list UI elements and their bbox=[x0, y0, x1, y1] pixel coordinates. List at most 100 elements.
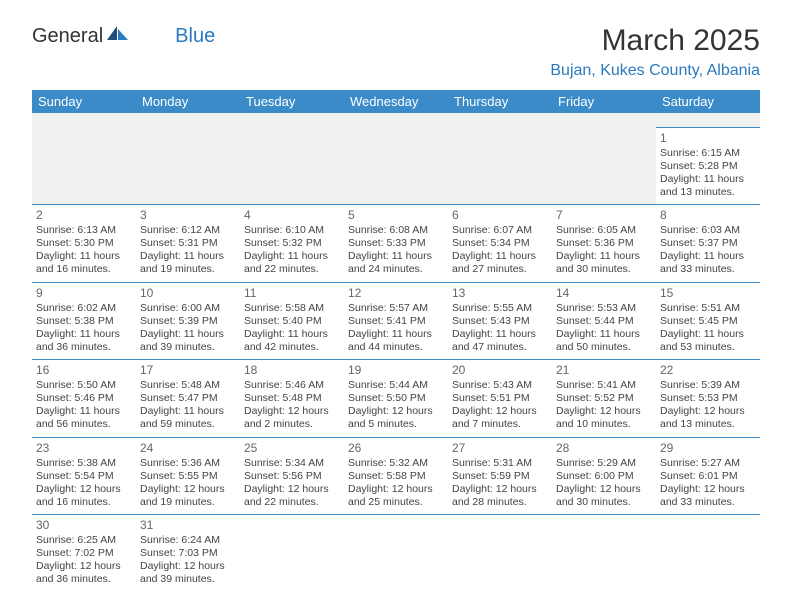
sunrise-line: Sunrise: 6:03 AM bbox=[660, 224, 756, 237]
weekday-thursday: Thursday bbox=[448, 90, 552, 113]
calendar-row: 23Sunrise: 5:38 AMSunset: 5:54 PMDayligh… bbox=[32, 437, 760, 515]
daylight-line: Daylight: 11 hours and 50 minutes. bbox=[556, 328, 652, 354]
day-number: 9 bbox=[36, 286, 132, 301]
weekday-header-row: Sunday Monday Tuesday Wednesday Thursday… bbox=[32, 90, 760, 113]
sunset-line: Sunset: 5:34 PM bbox=[452, 237, 548, 250]
sunset-line: Sunset: 5:55 PM bbox=[140, 470, 236, 483]
sunrise-line: Sunrise: 5:50 AM bbox=[36, 379, 132, 392]
spacer-row bbox=[32, 113, 760, 127]
calendar-cell: 17Sunrise: 5:48 AMSunset: 5:47 PMDayligh… bbox=[136, 360, 240, 438]
weekday-sunday: Sunday bbox=[32, 90, 136, 113]
calendar-cell: 30Sunrise: 6:25 AMSunset: 7:02 PMDayligh… bbox=[32, 515, 136, 592]
calendar-cell: 15Sunrise: 5:51 AMSunset: 5:45 PMDayligh… bbox=[656, 282, 760, 360]
calendar-cell bbox=[240, 127, 344, 205]
calendar-cell: 4Sunrise: 6:10 AMSunset: 5:32 PMDaylight… bbox=[240, 205, 344, 283]
sunrise-line: Sunrise: 6:24 AM bbox=[140, 534, 236, 547]
sunrise-line: Sunrise: 5:29 AM bbox=[556, 457, 652, 470]
daylight-line: Daylight: 11 hours and 47 minutes. bbox=[452, 328, 548, 354]
day-number: 31 bbox=[140, 518, 236, 533]
daylight-line: Daylight: 12 hours and 16 minutes. bbox=[36, 483, 132, 509]
sunset-line: Sunset: 5:41 PM bbox=[348, 315, 444, 328]
daylight-line: Daylight: 11 hours and 22 minutes. bbox=[244, 250, 340, 276]
calendar-cell: 31Sunrise: 6:24 AMSunset: 7:03 PMDayligh… bbox=[136, 515, 240, 592]
sunset-line: Sunset: 5:54 PM bbox=[36, 470, 132, 483]
sunrise-line: Sunrise: 6:15 AM bbox=[660, 147, 756, 160]
calendar-cell: 28Sunrise: 5:29 AMSunset: 6:00 PMDayligh… bbox=[552, 437, 656, 515]
calendar-cell bbox=[552, 515, 656, 592]
calendar-cell: 11Sunrise: 5:58 AMSunset: 5:40 PMDayligh… bbox=[240, 282, 344, 360]
header: General Blue March 2025 Bujan, Kukes Cou… bbox=[32, 24, 760, 80]
daylight-line: Daylight: 12 hours and 22 minutes. bbox=[244, 483, 340, 509]
daylight-line: Daylight: 11 hours and 24 minutes. bbox=[348, 250, 444, 276]
calendar-cell: 16Sunrise: 5:50 AMSunset: 5:46 PMDayligh… bbox=[32, 360, 136, 438]
daylight-line: Daylight: 11 hours and 16 minutes. bbox=[36, 250, 132, 276]
sunrise-line: Sunrise: 5:27 AM bbox=[660, 457, 756, 470]
sunset-line: Sunset: 5:40 PM bbox=[244, 315, 340, 328]
daylight-line: Daylight: 12 hours and 2 minutes. bbox=[244, 405, 340, 431]
daylight-line: Daylight: 11 hours and 30 minutes. bbox=[556, 250, 652, 276]
sunrise-line: Sunrise: 6:25 AM bbox=[36, 534, 132, 547]
sunset-line: Sunset: 5:36 PM bbox=[556, 237, 652, 250]
sunset-line: Sunset: 5:45 PM bbox=[660, 315, 756, 328]
weekday-monday: Monday bbox=[136, 90, 240, 113]
daylight-line: Daylight: 12 hours and 10 minutes. bbox=[556, 405, 652, 431]
day-number: 24 bbox=[140, 441, 236, 456]
day-number: 3 bbox=[140, 208, 236, 223]
daylight-line: Daylight: 12 hours and 25 minutes. bbox=[348, 483, 444, 509]
sunset-line: Sunset: 5:30 PM bbox=[36, 237, 132, 250]
sunset-line: Sunset: 7:02 PM bbox=[36, 547, 132, 560]
calendar-cell: 27Sunrise: 5:31 AMSunset: 5:59 PMDayligh… bbox=[448, 437, 552, 515]
calendar-cell: 2Sunrise: 6:13 AMSunset: 5:30 PMDaylight… bbox=[32, 205, 136, 283]
daylight-line: Daylight: 12 hours and 33 minutes. bbox=[660, 483, 756, 509]
sunrise-line: Sunrise: 5:39 AM bbox=[660, 379, 756, 392]
logo-text-1: General bbox=[32, 25, 103, 48]
calendar-cell: 19Sunrise: 5:44 AMSunset: 5:50 PMDayligh… bbox=[344, 360, 448, 438]
daylight-line: Daylight: 11 hours and 33 minutes. bbox=[660, 250, 756, 276]
sunrise-line: Sunrise: 6:07 AM bbox=[452, 224, 548, 237]
calendar-row: 1Sunrise: 6:15 AMSunset: 5:28 PMDaylight… bbox=[32, 127, 760, 205]
calendar-cell: 22Sunrise: 5:39 AMSunset: 5:53 PMDayligh… bbox=[656, 360, 760, 438]
calendar-cell: 25Sunrise: 5:34 AMSunset: 5:56 PMDayligh… bbox=[240, 437, 344, 515]
page-subtitle: Bujan, Kukes County, Albania bbox=[550, 62, 760, 80]
sunset-line: Sunset: 6:01 PM bbox=[660, 470, 756, 483]
sunset-line: Sunset: 5:31 PM bbox=[140, 237, 236, 250]
calendar-cell: 13Sunrise: 5:55 AMSunset: 5:43 PMDayligh… bbox=[448, 282, 552, 360]
sunset-line: Sunset: 5:37 PM bbox=[660, 237, 756, 250]
calendar-cell: 29Sunrise: 5:27 AMSunset: 6:01 PMDayligh… bbox=[656, 437, 760, 515]
sunrise-line: Sunrise: 6:00 AM bbox=[140, 302, 236, 315]
day-number: 29 bbox=[660, 441, 756, 456]
daylight-line: Daylight: 11 hours and 56 minutes. bbox=[36, 405, 132, 431]
calendar-row: 16Sunrise: 5:50 AMSunset: 5:46 PMDayligh… bbox=[32, 360, 760, 438]
calendar-cell: 7Sunrise: 6:05 AMSunset: 5:36 PMDaylight… bbox=[552, 205, 656, 283]
daylight-line: Daylight: 11 hours and 36 minutes. bbox=[36, 328, 132, 354]
sunrise-line: Sunrise: 5:31 AM bbox=[452, 457, 548, 470]
calendar-cell: 24Sunrise: 5:36 AMSunset: 5:55 PMDayligh… bbox=[136, 437, 240, 515]
sunset-line: Sunset: 5:43 PM bbox=[452, 315, 548, 328]
calendar-cell bbox=[136, 127, 240, 205]
calendar-cell: 18Sunrise: 5:46 AMSunset: 5:48 PMDayligh… bbox=[240, 360, 344, 438]
sunset-line: Sunset: 5:59 PM bbox=[452, 470, 548, 483]
sunrise-line: Sunrise: 5:55 AM bbox=[452, 302, 548, 315]
calendar-row: 30Sunrise: 6:25 AMSunset: 7:02 PMDayligh… bbox=[32, 515, 760, 592]
daylight-line: Daylight: 12 hours and 36 minutes. bbox=[36, 560, 132, 586]
day-number: 6 bbox=[452, 208, 548, 223]
day-number: 7 bbox=[556, 208, 652, 223]
sunset-line: Sunset: 7:03 PM bbox=[140, 547, 236, 560]
calendar-cell: 5Sunrise: 6:08 AMSunset: 5:33 PMDaylight… bbox=[344, 205, 448, 283]
calendar-cell bbox=[656, 515, 760, 592]
calendar-cell: 9Sunrise: 6:02 AMSunset: 5:38 PMDaylight… bbox=[32, 282, 136, 360]
sunrise-line: Sunrise: 6:10 AM bbox=[244, 224, 340, 237]
sunrise-line: Sunrise: 6:05 AM bbox=[556, 224, 652, 237]
day-number: 23 bbox=[36, 441, 132, 456]
sunrise-line: Sunrise: 5:41 AM bbox=[556, 379, 652, 392]
calendar-cell bbox=[344, 515, 448, 592]
day-number: 10 bbox=[140, 286, 236, 301]
day-number: 22 bbox=[660, 363, 756, 378]
calendar-cell: 14Sunrise: 5:53 AMSunset: 5:44 PMDayligh… bbox=[552, 282, 656, 360]
daylight-line: Daylight: 11 hours and 42 minutes. bbox=[244, 328, 340, 354]
day-number: 15 bbox=[660, 286, 756, 301]
day-number: 8 bbox=[660, 208, 756, 223]
sunset-line: Sunset: 5:52 PM bbox=[556, 392, 652, 405]
sunset-line: Sunset: 5:51 PM bbox=[452, 392, 548, 405]
logo-sail-icon bbox=[107, 24, 129, 48]
